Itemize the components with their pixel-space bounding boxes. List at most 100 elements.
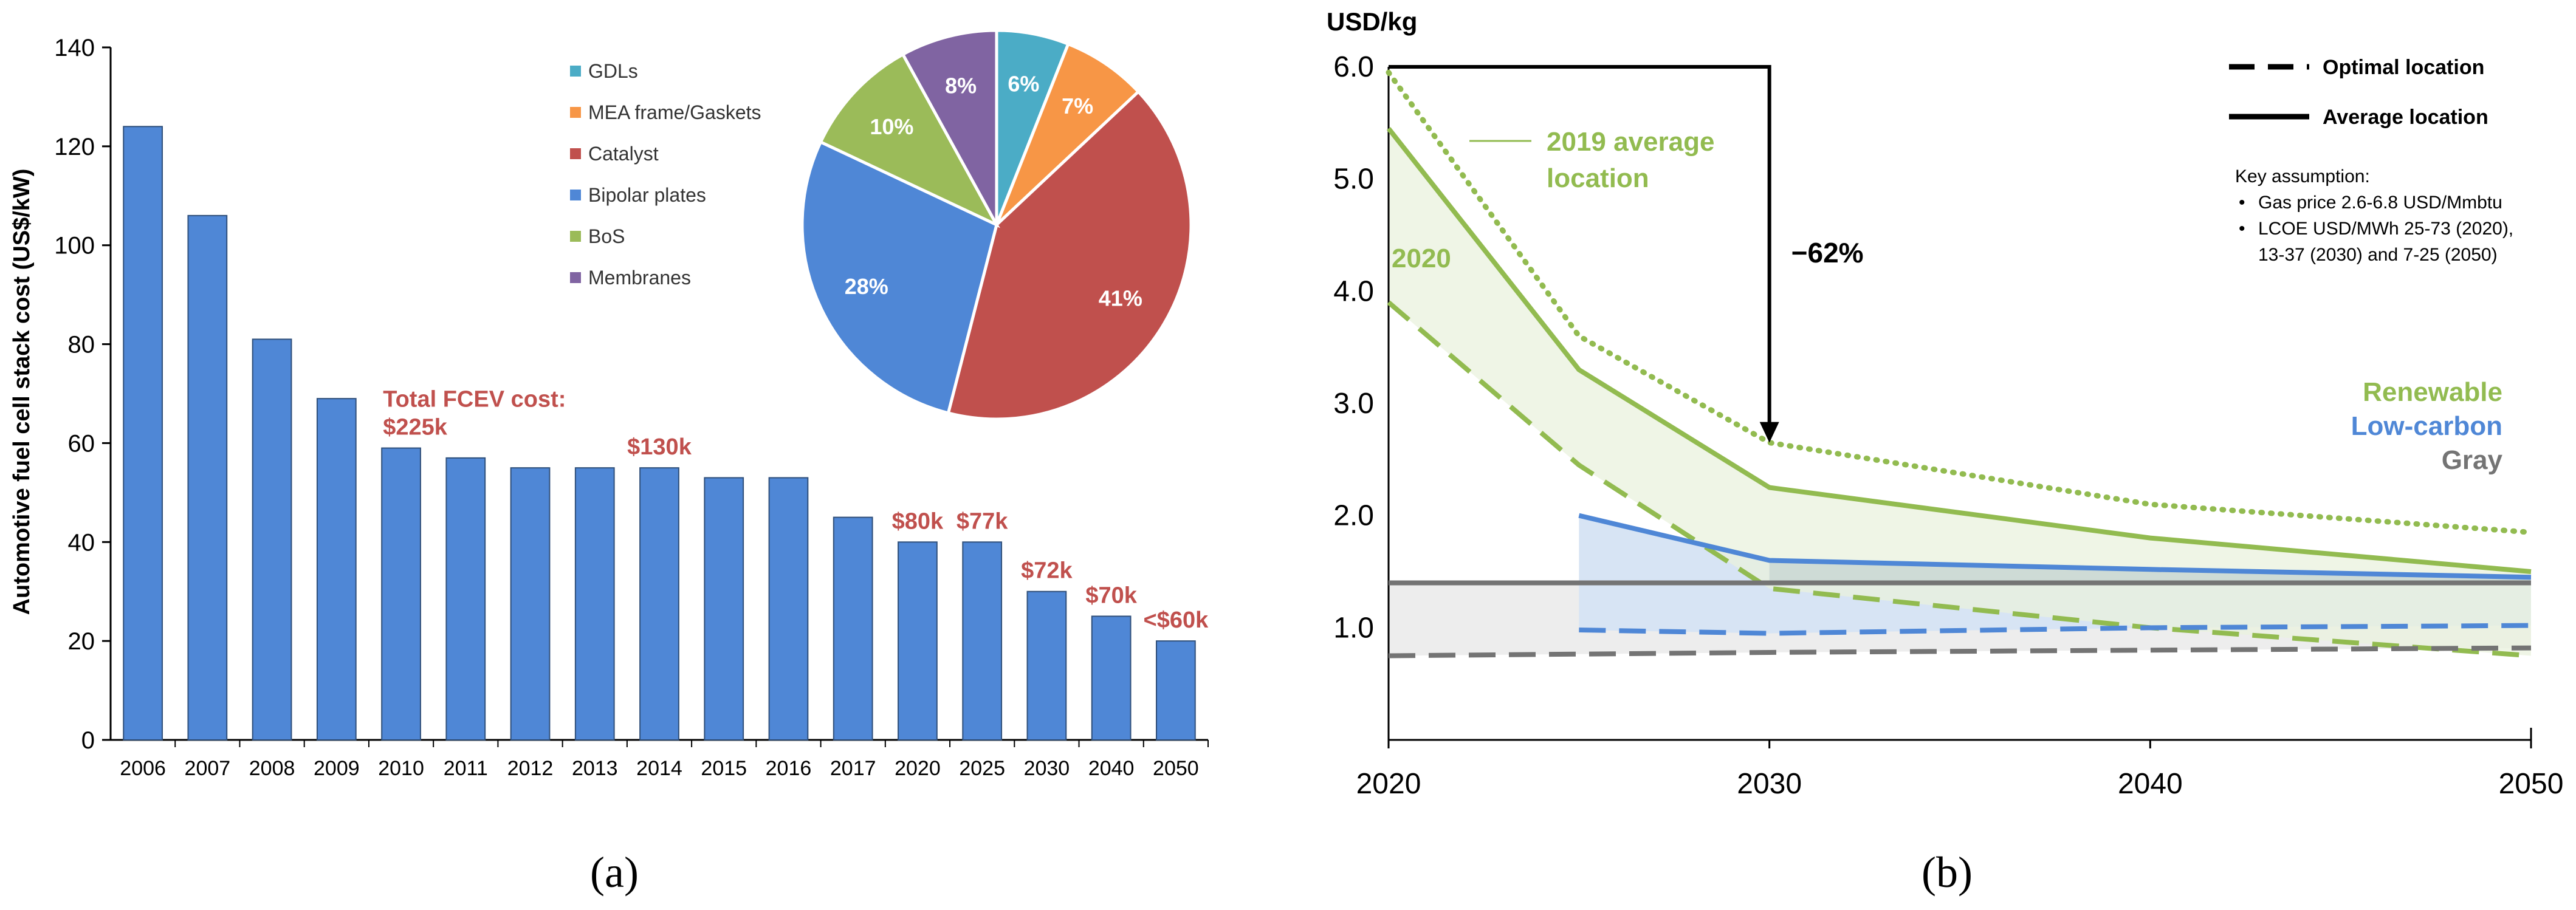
a-x-tick-label: 2017 bbox=[830, 757, 876, 780]
b-reduction-arrow bbox=[1389, 65, 1771, 427]
b-series-line-renewable-dashed bbox=[1387, 300, 2532, 659]
a-bars: 2006 2007 2008 2009 2010 2011 2012 2013 2014 2015… bbox=[120, 126, 1209, 780]
a-bar bbox=[445, 457, 486, 741]
a-x-tick-label: 2020 bbox=[895, 757, 941, 780]
a-x-tick-label: 2013 bbox=[572, 757, 618, 780]
b-series-line-renewable-solid bbox=[1386, 127, 2532, 574]
b-y-tick-label: 1.0 bbox=[1333, 612, 1374, 644]
b-legend-label: Average location bbox=[2323, 106, 2488, 129]
a-x-tick-label: 2006 bbox=[120, 757, 166, 780]
a-pie-slice bbox=[819, 52, 1000, 228]
a-legend-label: Catalyst bbox=[588, 143, 659, 165]
a-bar bbox=[1091, 615, 1132, 741]
a-axis-group: 0 20 40 60 80 100 120 140 bbox=[54, 35, 1208, 754]
a-legend-label: Bipolar plates bbox=[588, 184, 706, 206]
a-x-tick-label: 2008 bbox=[249, 757, 295, 780]
b-key-assumption-item: 13-37 (2030) and 7-25 (2050) bbox=[2258, 245, 2498, 265]
a-legend-swatch bbox=[570, 148, 581, 159]
a-pie-legend: GDLs MEA frame/Gaskets Catalyst Bipolar pla… bbox=[570, 60, 761, 289]
a-legend-swatch bbox=[570, 190, 581, 200]
b-y-tick-label: 2.0 bbox=[1333, 500, 1374, 532]
a-x-tick-label: 2040 bbox=[1088, 757, 1135, 780]
a-pie-slice-label: 8% bbox=[945, 74, 977, 98]
b-reduction-label: −62% bbox=[1791, 237, 1864, 269]
a-cost-annotation: $80k bbox=[892, 508, 944, 534]
a-bar bbox=[768, 477, 809, 741]
b-key-assumption: Key assumption: • Gas price 2.6-6.8 USD/Mm… bbox=[2235, 166, 2513, 265]
a-cost-annotation: $225k bbox=[383, 415, 448, 440]
b-series-line-low-carbon-dashed bbox=[1579, 623, 2532, 636]
a-legend-swatch bbox=[570, 231, 581, 242]
a-x-tick-label: 2014 bbox=[636, 757, 682, 780]
b-x-tick-label: 2030 bbox=[1737, 768, 1802, 800]
a-bar bbox=[510, 467, 551, 741]
a-legend-swatch bbox=[570, 66, 581, 77]
a-x-tick-label: 2030 bbox=[1024, 757, 1070, 780]
a-bar bbox=[252, 338, 292, 741]
a-bar bbox=[381, 447, 421, 741]
a-x-tick-label: 2009 bbox=[314, 757, 360, 780]
a-legend-label: MEA frame/Gaskets bbox=[588, 101, 761, 123]
a-x-tick-label: 2010 bbox=[378, 757, 424, 780]
b-y-axis-label: USD/kg bbox=[1327, 7, 1417, 36]
b-avg2019-label: location bbox=[1547, 163, 1649, 193]
a-cost-annotation: $130k bbox=[627, 434, 692, 460]
a-y-tick-label: 100 bbox=[54, 233, 95, 259]
a-legend-label: Membranes bbox=[588, 267, 691, 289]
a-pie-slice-label: 10% bbox=[870, 114, 913, 139]
b-category-label-low-carbon: Low-carbon bbox=[2351, 411, 2502, 441]
b-category-label-renewable: Renewable bbox=[2363, 377, 2502, 407]
a-y-tick-label: 0 bbox=[81, 727, 95, 754]
a-bar bbox=[123, 126, 163, 741]
a-bar bbox=[704, 477, 744, 741]
b-x-tick-label: 2020 bbox=[1356, 768, 1421, 800]
a-cost-annotation: $70k bbox=[1085, 583, 1137, 608]
a-x-tick-label: 2007 bbox=[185, 757, 231, 780]
b-key-assumption-item: LCOE USD/MWh 25-73 (2020), bbox=[2258, 219, 2513, 239]
a-pie-slice bbox=[800, 140, 998, 415]
b-key-bullet-marker: • bbox=[2239, 193, 2245, 213]
a-pie-slice-label: 28% bbox=[845, 274, 888, 299]
b-legend-label: Optimal location bbox=[2323, 56, 2484, 79]
b-x-tick-label: 2050 bbox=[2499, 768, 2564, 800]
a-bar bbox=[962, 541, 1003, 741]
a-legend-label: GDLs bbox=[588, 60, 638, 82]
a-cost-annotation: $77k bbox=[957, 508, 1008, 534]
panel-label-a: (a) bbox=[590, 848, 639, 897]
a-x-tick-label: 2050 bbox=[1153, 757, 1199, 780]
b-avg2019-label: 2019 average bbox=[1547, 127, 1714, 157]
a-bar bbox=[898, 541, 938, 741]
a-legend-swatch bbox=[570, 272, 581, 283]
a-cost-annotation: Total FCEV cost: bbox=[383, 387, 566, 412]
a-y-tick-label: 60 bbox=[68, 430, 95, 457]
b-axis-group: 2020 2030 2040 2050 1.0 2.0 3.0 4.0 5.0 6.0 bbox=[1333, 51, 2563, 800]
b-category-labels: Renewable Low-carbon Gray bbox=[2351, 377, 2503, 475]
a-bar bbox=[574, 467, 615, 741]
b-y-tick-label: 3.0 bbox=[1333, 388, 1374, 420]
b-series-line-low-carbon-solid bbox=[1578, 513, 2532, 580]
a-x-tick-label: 2015 bbox=[701, 757, 747, 780]
a-bar bbox=[639, 467, 679, 741]
b-y-tick-label: 4.0 bbox=[1333, 275, 1374, 307]
a-pie-slice-label: 41% bbox=[1099, 286, 1142, 311]
a-cost-annotation: $72k bbox=[1021, 558, 1073, 584]
b-key-assumption-item: Gas price 2.6-6.8 USD/Mmbtu bbox=[2258, 193, 2502, 213]
b-key-assumption-title: Key assumption: bbox=[2235, 166, 2370, 186]
a-bar bbox=[187, 214, 228, 741]
a-y-tick-label: 20 bbox=[68, 628, 95, 655]
a-pie-chart: 6% 7% 41% 28% 10% 8% bbox=[800, 29, 1193, 421]
a-x-tick-label: 2016 bbox=[766, 757, 812, 780]
a-cost-annotations: Total FCEV cost: $225k $130k $80k $77k $72k $7… bbox=[383, 387, 1209, 634]
a-y-tick-label: 140 bbox=[54, 35, 95, 61]
a-legend-label: BoS bbox=[588, 225, 625, 247]
panel-label-b: (b) bbox=[1922, 848, 1973, 897]
b-category-label-gray: Gray bbox=[2442, 445, 2503, 475]
a-bar bbox=[1026, 590, 1067, 741]
b-annotations: −62% 2019 average location 2020 bbox=[1389, 65, 1864, 443]
b-x-tick-label: 2040 bbox=[2118, 768, 2183, 800]
a-x-tick-label: 2011 bbox=[444, 757, 488, 780]
a-pie-slice-label: 6% bbox=[1008, 71, 1039, 96]
